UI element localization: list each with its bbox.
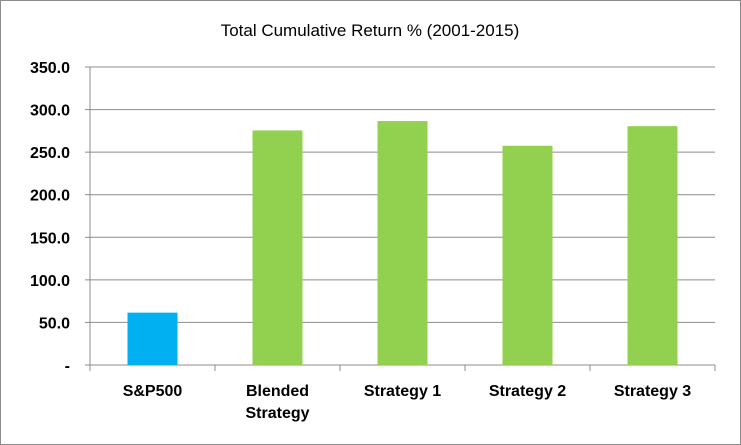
y-tick-label: 250.0 <box>30 145 70 162</box>
bar <box>377 121 428 366</box>
x-tick-label: Blended <box>246 383 309 400</box>
x-tick-labels: S&P500 Blended Strategy Strategy 1 Strategy … <box>123 383 692 422</box>
bar <box>627 126 678 365</box>
bars <box>127 121 678 366</box>
y-tick-label: 200.0 <box>30 188 70 205</box>
y-tick-label: 350.0 <box>30 60 70 77</box>
bar <box>127 312 178 365</box>
y-tick-label: 300.0 <box>30 103 70 120</box>
bar <box>502 145 553 365</box>
x-tick-label: Strategy 3 <box>614 383 691 400</box>
x-tick-label: Strategy 1 <box>364 383 441 400</box>
y-tick-label: 150.0 <box>30 230 70 247</box>
x-tick-label: Strategy 2 <box>489 383 566 400</box>
chart-title: Total Cumulative Return % (2001-2015) <box>221 21 520 40</box>
x-tick-label: Strategy <box>245 405 309 422</box>
bar <box>252 130 303 365</box>
y-tick-label: 50.0 <box>39 315 70 332</box>
y-tick-label: - <box>65 358 70 375</box>
x-tick-label: S&P500 <box>123 383 183 400</box>
y-tick-labels: - 50.0 100.0 150.0 200.0 250.0 300.0 350.0 <box>30 60 70 375</box>
y-tick-label: 100.0 <box>30 273 70 290</box>
